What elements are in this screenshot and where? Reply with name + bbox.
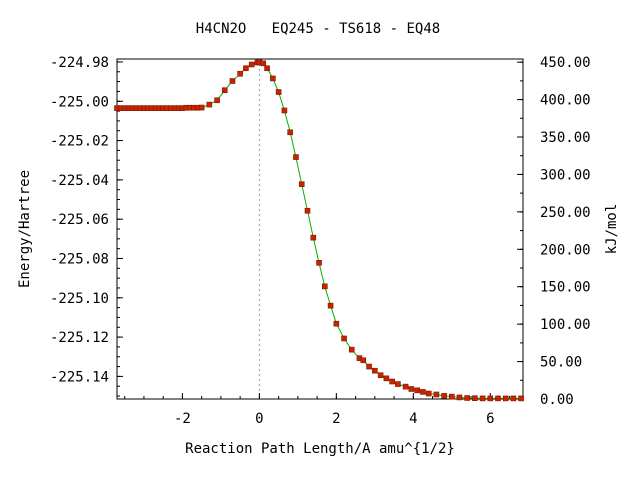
data-point <box>214 97 220 104</box>
data-point <box>287 129 293 136</box>
data-point <box>221 87 228 94</box>
data-point <box>281 107 288 114</box>
y2-tick-label: 50.00 <box>540 355 582 371</box>
data-point <box>495 395 501 402</box>
data-point <box>518 395 524 402</box>
data-point <box>402 383 409 390</box>
data-point <box>487 395 494 402</box>
x-tick-label: 0 <box>255 411 263 427</box>
data-series <box>114 59 524 402</box>
x-tick-label: 4 <box>409 411 417 427</box>
y-tick-label: -224.98 <box>50 55 109 71</box>
x-tick-label: 2 <box>332 411 340 427</box>
data-point <box>372 367 378 374</box>
data-point <box>408 386 415 392</box>
y-tick-label: -225.08 <box>50 251 109 267</box>
data-point <box>420 389 426 395</box>
data-point <box>510 395 517 402</box>
data-point <box>316 260 322 266</box>
data-point <box>425 390 432 397</box>
data-point <box>341 335 347 342</box>
x-axis-label: Reaction Path Length/A amu^{1/2} <box>185 441 455 457</box>
series-line <box>117 61 522 399</box>
y2-tick-label: 200.00 <box>540 242 591 258</box>
data-point <box>270 75 276 82</box>
data-point <box>275 89 282 95</box>
data-point <box>502 395 509 402</box>
data-point <box>198 104 205 111</box>
data-point <box>395 381 401 387</box>
y2-tick-label: 300.00 <box>540 167 591 183</box>
data-point <box>464 395 470 401</box>
chart-title: H4CN2O EQ245 - TS618 - EQ48 <box>196 21 440 37</box>
x-tick-label: -2 <box>174 411 191 427</box>
data-point <box>327 302 334 309</box>
y-tick-label: -225.12 <box>50 330 109 346</box>
y2-tick-label: 450.00 <box>540 55 591 71</box>
y2-tick-label: 350.00 <box>540 130 591 146</box>
data-point <box>264 65 270 72</box>
data-point <box>310 234 317 241</box>
data-point <box>449 393 455 400</box>
data-point <box>248 61 255 68</box>
data-point <box>366 363 372 370</box>
data-point <box>389 378 395 385</box>
data-point <box>479 395 486 402</box>
x-tick-label: 6 <box>486 411 494 427</box>
y-tick-label: -225.10 <box>50 291 109 307</box>
data-point <box>383 375 390 382</box>
data-point <box>237 70 243 77</box>
data-point <box>472 395 478 402</box>
y-tick-label: -225.02 <box>50 134 109 150</box>
y2-axis-label: kJ/mol <box>604 204 620 255</box>
data-point <box>322 283 328 290</box>
y2-tick-label: 250.00 <box>540 205 591 221</box>
data-point <box>206 101 213 108</box>
data-point <box>229 78 236 84</box>
data-point <box>414 387 420 394</box>
y-tick-label: -225.04 <box>50 173 109 189</box>
y2-tick-label: 150.00 <box>540 280 591 296</box>
data-point <box>377 372 384 379</box>
y2-tick-label: 400.00 <box>540 93 591 109</box>
data-point <box>293 154 299 160</box>
data-point <box>304 207 311 214</box>
y2-tick-label: 0.00 <box>540 392 574 408</box>
axis-ticks: -224.98 -225.00 -225.02 -225.04 -225.06 -225.… <box>50 55 591 427</box>
y-tick-label: -225.00 <box>50 94 109 110</box>
data-point <box>441 393 447 399</box>
y-tick-label: -225.14 <box>50 369 109 385</box>
data-point <box>360 357 367 364</box>
data-point <box>456 394 463 401</box>
y2-tick-label: 100.00 <box>540 317 591 333</box>
y-axis-label: Energy/Hartree <box>17 170 33 288</box>
data-point <box>260 60 267 67</box>
data-point <box>298 181 305 187</box>
data-point <box>333 320 340 327</box>
data-point <box>348 346 355 353</box>
y-tick-label: -225.06 <box>50 212 109 228</box>
data-point <box>433 391 440 398</box>
data-point <box>243 65 249 72</box>
